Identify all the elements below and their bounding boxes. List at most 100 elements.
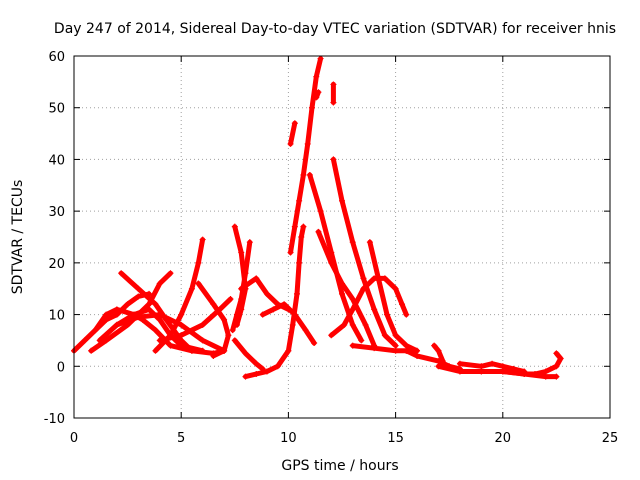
series-arc-13 [231, 337, 266, 372]
data-point [330, 99, 337, 106]
data-point [238, 296, 245, 303]
data-point [339, 280, 345, 287]
y-tick-label: 10 [48, 309, 65, 324]
data-point [178, 311, 185, 318]
data-point [431, 342, 438, 349]
data-point [113, 321, 120, 328]
x-tick-label: 20 [495, 431, 512, 446]
data-point [315, 89, 322, 96]
data-point [103, 311, 110, 318]
data-point [375, 275, 382, 282]
data-point [553, 363, 560, 370]
series-arc-24 [349, 342, 410, 354]
data-point [156, 280, 163, 287]
plot-frame [73, 55, 611, 419]
data-point [366, 239, 373, 246]
data-point [96, 337, 103, 344]
data-point [330, 81, 337, 88]
series-line [195, 281, 231, 359]
data-point [315, 228, 322, 235]
data-point [281, 301, 288, 308]
x-axis-label: GPS time / hours [281, 458, 398, 474]
series-line [118, 270, 195, 354]
data-point [553, 373, 560, 380]
series-arc-23 [328, 275, 410, 339]
data-point [384, 311, 391, 318]
data-point [113, 306, 120, 313]
data-point [263, 290, 270, 297]
data-point [135, 293, 142, 300]
data-point [300, 223, 307, 230]
grid [74, 56, 610, 418]
data-point [92, 327, 99, 334]
series-arc-16 [287, 55, 324, 256]
series-line [232, 337, 266, 372]
data-point [199, 236, 206, 243]
data-point [358, 337, 365, 344]
data-point [238, 249, 245, 256]
data-point [489, 360, 496, 367]
data-point [317, 208, 324, 215]
series-arc-22 [330, 81, 337, 106]
y-tick-label: 50 [48, 102, 65, 117]
data-point [349, 321, 356, 328]
series-arc-01 [71, 290, 153, 354]
data-point [542, 373, 549, 380]
series-arc-30 [499, 350, 564, 378]
data-point [287, 140, 294, 147]
data-point [199, 337, 206, 344]
data-point [435, 363, 442, 370]
series-arc-14 [242, 223, 307, 380]
data-point [253, 360, 260, 367]
data-point [296, 197, 303, 204]
data-point [289, 321, 296, 328]
data-point [478, 363, 485, 370]
data-point [306, 171, 313, 178]
data-point [263, 368, 270, 375]
x-tick-label: 5 [177, 431, 185, 446]
data-point [341, 321, 348, 328]
data-point [146, 306, 153, 313]
data-point [521, 371, 528, 378]
data-point [313, 73, 320, 80]
data-point [362, 321, 369, 328]
y-tick-label: -10 [44, 412, 65, 427]
data-point [199, 347, 206, 354]
data-point [229, 327, 236, 334]
series-line [350, 343, 409, 354]
data-point [270, 306, 277, 313]
chart-title: Day 247 of 2014, Sidereal Day-to-day VTE… [54, 21, 616, 37]
data-point [238, 285, 245, 292]
data-point [328, 259, 335, 266]
data-point [499, 363, 506, 370]
data-point [381, 275, 388, 282]
data-point [231, 337, 238, 344]
data-point [339, 290, 345, 297]
data-point [227, 296, 234, 303]
series-arc-09 [195, 280, 232, 359]
data-point [304, 140, 311, 147]
x-tick-label: 15 [387, 431, 404, 446]
data-point [339, 197, 345, 204]
data-point [291, 120, 298, 127]
series-line [307, 172, 364, 343]
data-point [124, 301, 131, 308]
data-point [199, 321, 206, 328]
data-point [246, 239, 253, 246]
data-point [349, 296, 356, 303]
x-tick-label: 10 [280, 431, 297, 446]
data-point [439, 358, 446, 365]
data-point [221, 316, 228, 323]
data-point [414, 352, 421, 359]
series-line [288, 56, 324, 255]
data-point [360, 275, 367, 282]
data-point [403, 311, 410, 318]
data-point [210, 301, 217, 308]
data-point [81, 337, 88, 344]
data-point [553, 350, 560, 357]
data-point [531, 371, 538, 378]
series-line [367, 239, 420, 354]
data-point [242, 373, 249, 380]
data-point [167, 270, 174, 277]
